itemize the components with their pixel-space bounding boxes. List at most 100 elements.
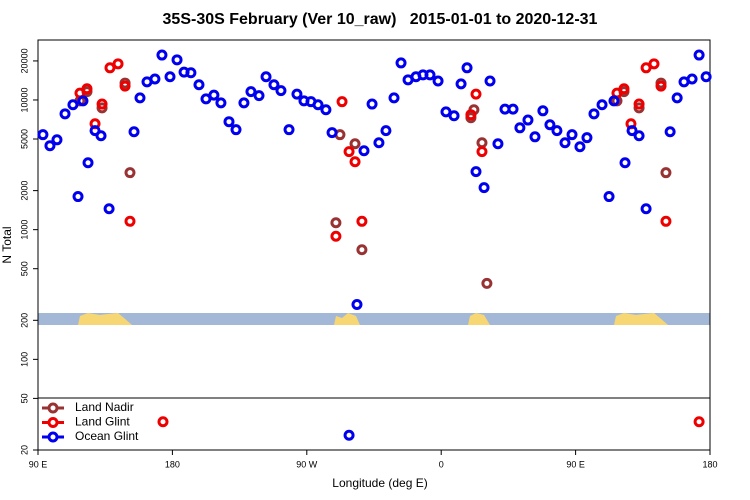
point <box>559 137 571 149</box>
point <box>128 126 140 138</box>
y-tick-label: 20 <box>19 445 29 455</box>
point <box>618 83 630 95</box>
point <box>193 79 205 91</box>
point <box>51 134 63 146</box>
point <box>330 217 342 229</box>
point <box>424 69 436 81</box>
point <box>395 57 407 69</box>
point <box>700 71 712 83</box>
point <box>551 125 563 137</box>
x-axis-label: Longitude (deg E) <box>332 476 427 490</box>
point <box>230 124 242 136</box>
x-tick-label: 90 W <box>296 459 318 469</box>
point <box>185 67 197 79</box>
point <box>671 92 683 104</box>
point <box>544 119 556 131</box>
point <box>626 125 638 137</box>
point <box>124 167 136 179</box>
point <box>320 104 332 116</box>
point <box>574 141 586 153</box>
point <box>664 126 676 138</box>
point <box>388 92 400 104</box>
point <box>470 166 482 178</box>
y-tick-label: 2000 <box>19 181 29 201</box>
point <box>343 429 355 441</box>
point <box>253 90 265 102</box>
point <box>476 146 488 158</box>
point <box>432 75 444 87</box>
point <box>275 85 287 97</box>
y-tick-label: 5000 <box>19 129 29 149</box>
point <box>522 114 534 126</box>
point <box>349 156 361 168</box>
point <box>686 73 698 85</box>
point <box>608 95 620 107</box>
point <box>119 80 131 92</box>
point <box>351 298 363 310</box>
point <box>95 130 107 142</box>
point <box>112 58 124 70</box>
point <box>619 157 631 169</box>
point <box>640 203 652 215</box>
point <box>465 109 477 121</box>
point <box>356 215 368 227</box>
point <box>507 103 519 115</box>
point <box>149 73 161 85</box>
point <box>440 106 452 118</box>
plot-frame <box>37 39 711 451</box>
point <box>208 89 220 101</box>
point <box>537 105 549 117</box>
point <box>96 98 108 110</box>
point <box>59 108 71 120</box>
point <box>693 416 705 428</box>
point <box>134 92 146 104</box>
legend-marker <box>47 402 59 414</box>
x-tick-label: 180 <box>165 459 180 469</box>
point <box>37 129 49 141</box>
point <box>596 99 608 111</box>
map-strip <box>38 313 710 325</box>
point <box>455 78 467 90</box>
point <box>603 191 615 203</box>
point <box>103 203 115 215</box>
point <box>470 88 482 100</box>
point <box>343 146 355 158</box>
point <box>358 145 370 157</box>
y-tick-label: 100 <box>19 352 29 367</box>
point <box>660 167 672 179</box>
point <box>514 122 526 134</box>
y-tick-label: 1000 <box>19 220 29 240</box>
point <box>448 110 460 122</box>
point <box>633 98 645 110</box>
point <box>478 182 490 194</box>
point <box>481 277 493 289</box>
point <box>260 71 272 83</box>
x-tick-label: 90 E <box>566 459 585 469</box>
legend-marker <box>47 417 59 428</box>
point <box>157 416 169 428</box>
point <box>655 80 667 92</box>
point <box>164 71 176 83</box>
point <box>461 62 473 74</box>
point <box>640 62 652 74</box>
point <box>223 116 235 128</box>
point <box>660 215 672 227</box>
point <box>44 140 56 152</box>
point <box>82 157 94 169</box>
point <box>484 75 496 87</box>
y-tick-label: 200 <box>19 313 29 328</box>
x-tick-label: 90 E <box>29 459 48 469</box>
point <box>215 97 227 109</box>
point <box>238 97 250 109</box>
y-tick-label: 500 <box>19 261 29 276</box>
legend-label: Ocean Glint <box>75 429 139 443</box>
point <box>326 127 338 139</box>
point <box>373 137 385 149</box>
point <box>77 95 89 107</box>
point <box>349 138 361 150</box>
point <box>171 54 183 66</box>
point <box>566 129 578 141</box>
point <box>283 124 295 136</box>
point <box>67 99 79 111</box>
point <box>336 96 348 108</box>
